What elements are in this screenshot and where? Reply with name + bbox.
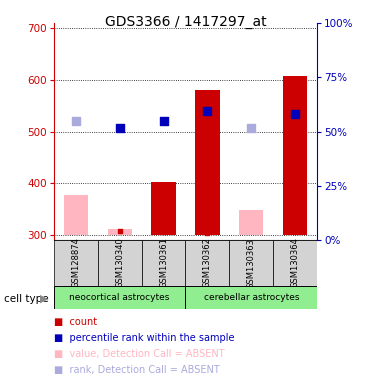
Text: GSM130363: GSM130363 (247, 238, 256, 288)
Bar (142, 240, 186, 286)
Bar (98, 240, 142, 286)
Text: GSM128874: GSM128874 (71, 238, 80, 288)
Point (249, 125, 255, 131)
Text: ■  percentile rank within the sample: ■ percentile rank within the sample (54, 333, 234, 343)
Point (161, 229, 167, 235)
Text: GDS3366 / 1417297_at: GDS3366 / 1417297_at (105, 15, 266, 29)
Point (161, 118, 167, 124)
Text: GSM130362: GSM130362 (203, 238, 212, 288)
Point (204, 108, 210, 114)
Point (116, 228, 122, 234)
Text: GSM130340: GSM130340 (115, 238, 124, 288)
Bar (283, 76, 307, 235)
Point (292, 111, 298, 118)
Text: GSM130361: GSM130361 (159, 238, 168, 288)
Text: ▶: ▶ (40, 294, 48, 304)
Point (292, 229, 298, 235)
Bar (186, 286, 317, 309)
Text: ■  rank, Detection Call = ABSENT: ■ rank, Detection Call = ABSENT (54, 365, 220, 375)
Bar (64, 195, 88, 235)
Text: cerebellar astrocytes: cerebellar astrocytes (204, 293, 299, 302)
Bar (108, 229, 132, 235)
Text: ■  count: ■ count (54, 317, 97, 327)
Text: neocortical astrocytes: neocortical astrocytes (69, 293, 170, 302)
Point (73, 118, 79, 124)
Point (116, 125, 122, 131)
Bar (273, 240, 317, 286)
Bar (196, 90, 220, 235)
Bar (239, 210, 263, 235)
Bar (54, 286, 185, 309)
Bar (229, 240, 273, 286)
Text: cell type: cell type (4, 294, 48, 304)
Bar (54, 240, 98, 286)
Text: ■  value, Detection Call = ABSENT: ■ value, Detection Call = ABSENT (54, 349, 224, 359)
Bar (186, 240, 229, 286)
Text: GSM130364: GSM130364 (291, 238, 300, 288)
Point (204, 230, 210, 237)
Bar (151, 182, 175, 235)
